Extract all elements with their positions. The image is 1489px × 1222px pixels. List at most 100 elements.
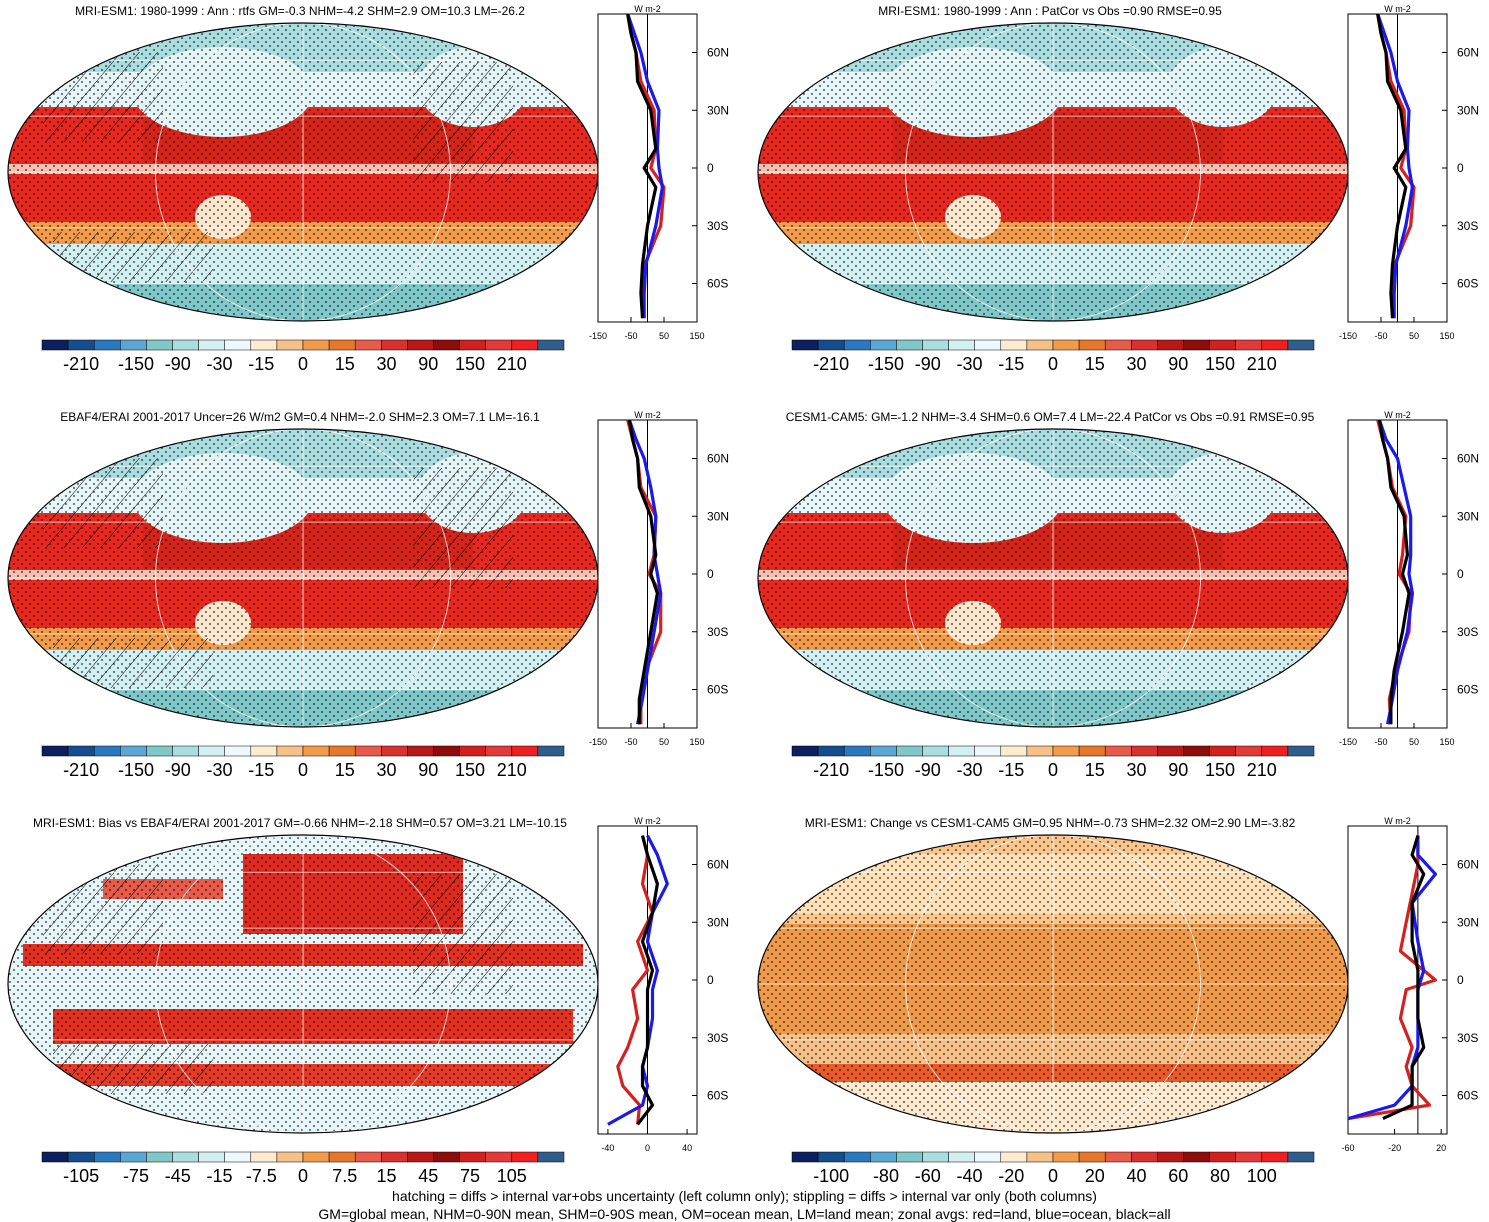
profile-x-tick: 20 [1436,1143,1446,1153]
colorbar-label: -40 [956,1166,982,1186]
panel-6: MRI-ESM1: Change vs CESM1-CAM5 GM=0.95 N… [758,816,1479,1186]
colorbar-swatch [146,1152,172,1162]
colorbar-swatch [923,340,949,350]
colorbar-label: 90 [418,760,438,780]
colorbar-swatch [303,746,329,756]
colorbar-swatch [42,1152,68,1162]
colorbar-swatch [975,1152,1001,1162]
colorbar-swatch [896,340,922,350]
colorbar-swatch [434,340,460,350]
colorbar-swatch [818,1152,844,1162]
colorbar-label: -90 [915,760,941,780]
profile-lat-label: 60N [1457,452,1479,466]
colorbar-label: 15 [335,760,355,780]
profile-x-tick: 0 [645,1143,650,1153]
colorbar-swatch [949,746,975,756]
map-field [758,835,1348,1133]
colorbar-swatch [329,340,355,350]
profile-lat-label: 0 [1457,973,1464,987]
colorbar-swatch [792,340,818,350]
profile-x-tick: 150 [689,331,704,341]
colorbar-label: 90 [418,354,438,374]
profile-lat-label: 60S [1457,683,1478,697]
panel-title: EBAF4/ERAI 2001-2017 Uncer=26 W/m2 GM=0.… [60,410,540,424]
colorbar-label: -75 [123,1166,149,1186]
profile-lat-label: 30N [1457,915,1479,929]
colorbar-label: 20 [1085,1166,1105,1186]
profile-lat-label: 0 [1457,161,1464,175]
colorbar-swatch [120,1152,146,1162]
colorbar-swatch [1288,340,1314,350]
colorbar-swatch [512,340,538,350]
colorbar-swatch [381,1152,407,1162]
profile-x-tick: -20 [1388,1143,1401,1153]
colorbar-swatch [251,340,277,350]
colorbar-swatch [251,1152,277,1162]
profile-unit: W m-2 [1384,816,1411,826]
panels-layer: MRI-ESM1: 1980-1999 : Ann : rtfs GM=-0.3… [8,4,1479,1186]
colorbar-swatch [1157,340,1183,350]
colorbar-label: 30 [377,354,397,374]
colorbar-swatch [381,340,407,350]
colorbar-swatch [1210,340,1236,350]
profile-x-tick: 50 [1409,737,1419,747]
colorbar-label: 60 [1168,1166,1188,1186]
colorbar-swatch [355,1152,381,1162]
colorbar-swatch [42,746,68,756]
colorbar-swatch [538,746,564,756]
profile-lat-label: 60S [707,683,728,697]
colorbar-swatch [870,1152,896,1162]
profile-lat-label: 60S [1457,1089,1478,1103]
colorbar-swatch [512,746,538,756]
panel-title: MRI-ESM1: 1980-1999 : Ann : PatCor vs Ob… [878,4,1222,18]
colorbar-swatch [975,340,1001,350]
colorbar-swatch [923,1152,949,1162]
colorbar-swatch [303,340,329,350]
colorbar-swatch [1079,1152,1105,1162]
footer-line-2: GM=global mean, NHM=0-90N mean, SHM=0-90… [0,1206,1489,1222]
map-field [8,834,598,1134]
colorbar-swatch [870,340,896,350]
colorbar-swatch [538,340,564,350]
colorbar-swatch [975,746,1001,756]
colorbar-label: 150 [455,354,485,374]
colorbar-swatch [1001,746,1027,756]
colorbar-label: 0 [1048,354,1058,374]
panel-4: CESM1-CAM5: GM=-1.2 NHM=-3.4 SHM=0.6 OM=… [758,410,1479,780]
colorbar-swatch [844,746,870,756]
colorbar-swatch [1001,1152,1027,1162]
colorbar-swatch [173,746,199,756]
profile-lat-label: 60S [1457,277,1478,291]
panel-5: MRI-ESM1: Bias vs EBAF4/ERAI 2001-2017 G… [8,816,729,1186]
colorbar-swatch [173,1152,199,1162]
colorbar-swatch [1105,340,1131,350]
colorbar-swatch [844,1152,870,1162]
colorbar-swatch [1079,340,1105,350]
colorbar-swatch [1053,746,1079,756]
colorbar-swatch [896,1152,922,1162]
colorbar-label: -60 [915,1166,941,1186]
colorbar-label: 80 [1210,1166,1230,1186]
colorbar-swatch [68,1152,94,1162]
colorbar-swatch [277,746,303,756]
colorbar-swatch [1288,1152,1314,1162]
colorbar-swatch [1053,1152,1079,1162]
colorbar-label: 100 [1247,1166,1277,1186]
profile-x-tick: 150 [1439,737,1454,747]
panel-title: CESM1-CAM5: GM=-1.2 NHM=-3.4 SHM=0.6 OM=… [786,410,1315,424]
colorbar-swatch [1210,1152,1236,1162]
colorbar-swatch [1262,746,1288,756]
colorbar-label: -80 [873,1166,899,1186]
profile-x-tick: -50 [1374,331,1387,341]
colorbar-swatch [173,340,199,350]
colorbar-label: 30 [1127,760,1147,780]
profile-lat-label: 0 [707,973,714,987]
colorbar-label: -90 [915,354,941,374]
colorbar-swatch [1131,746,1157,756]
colorbar-swatch [1236,1152,1262,1162]
colorbar-swatch [355,340,381,350]
